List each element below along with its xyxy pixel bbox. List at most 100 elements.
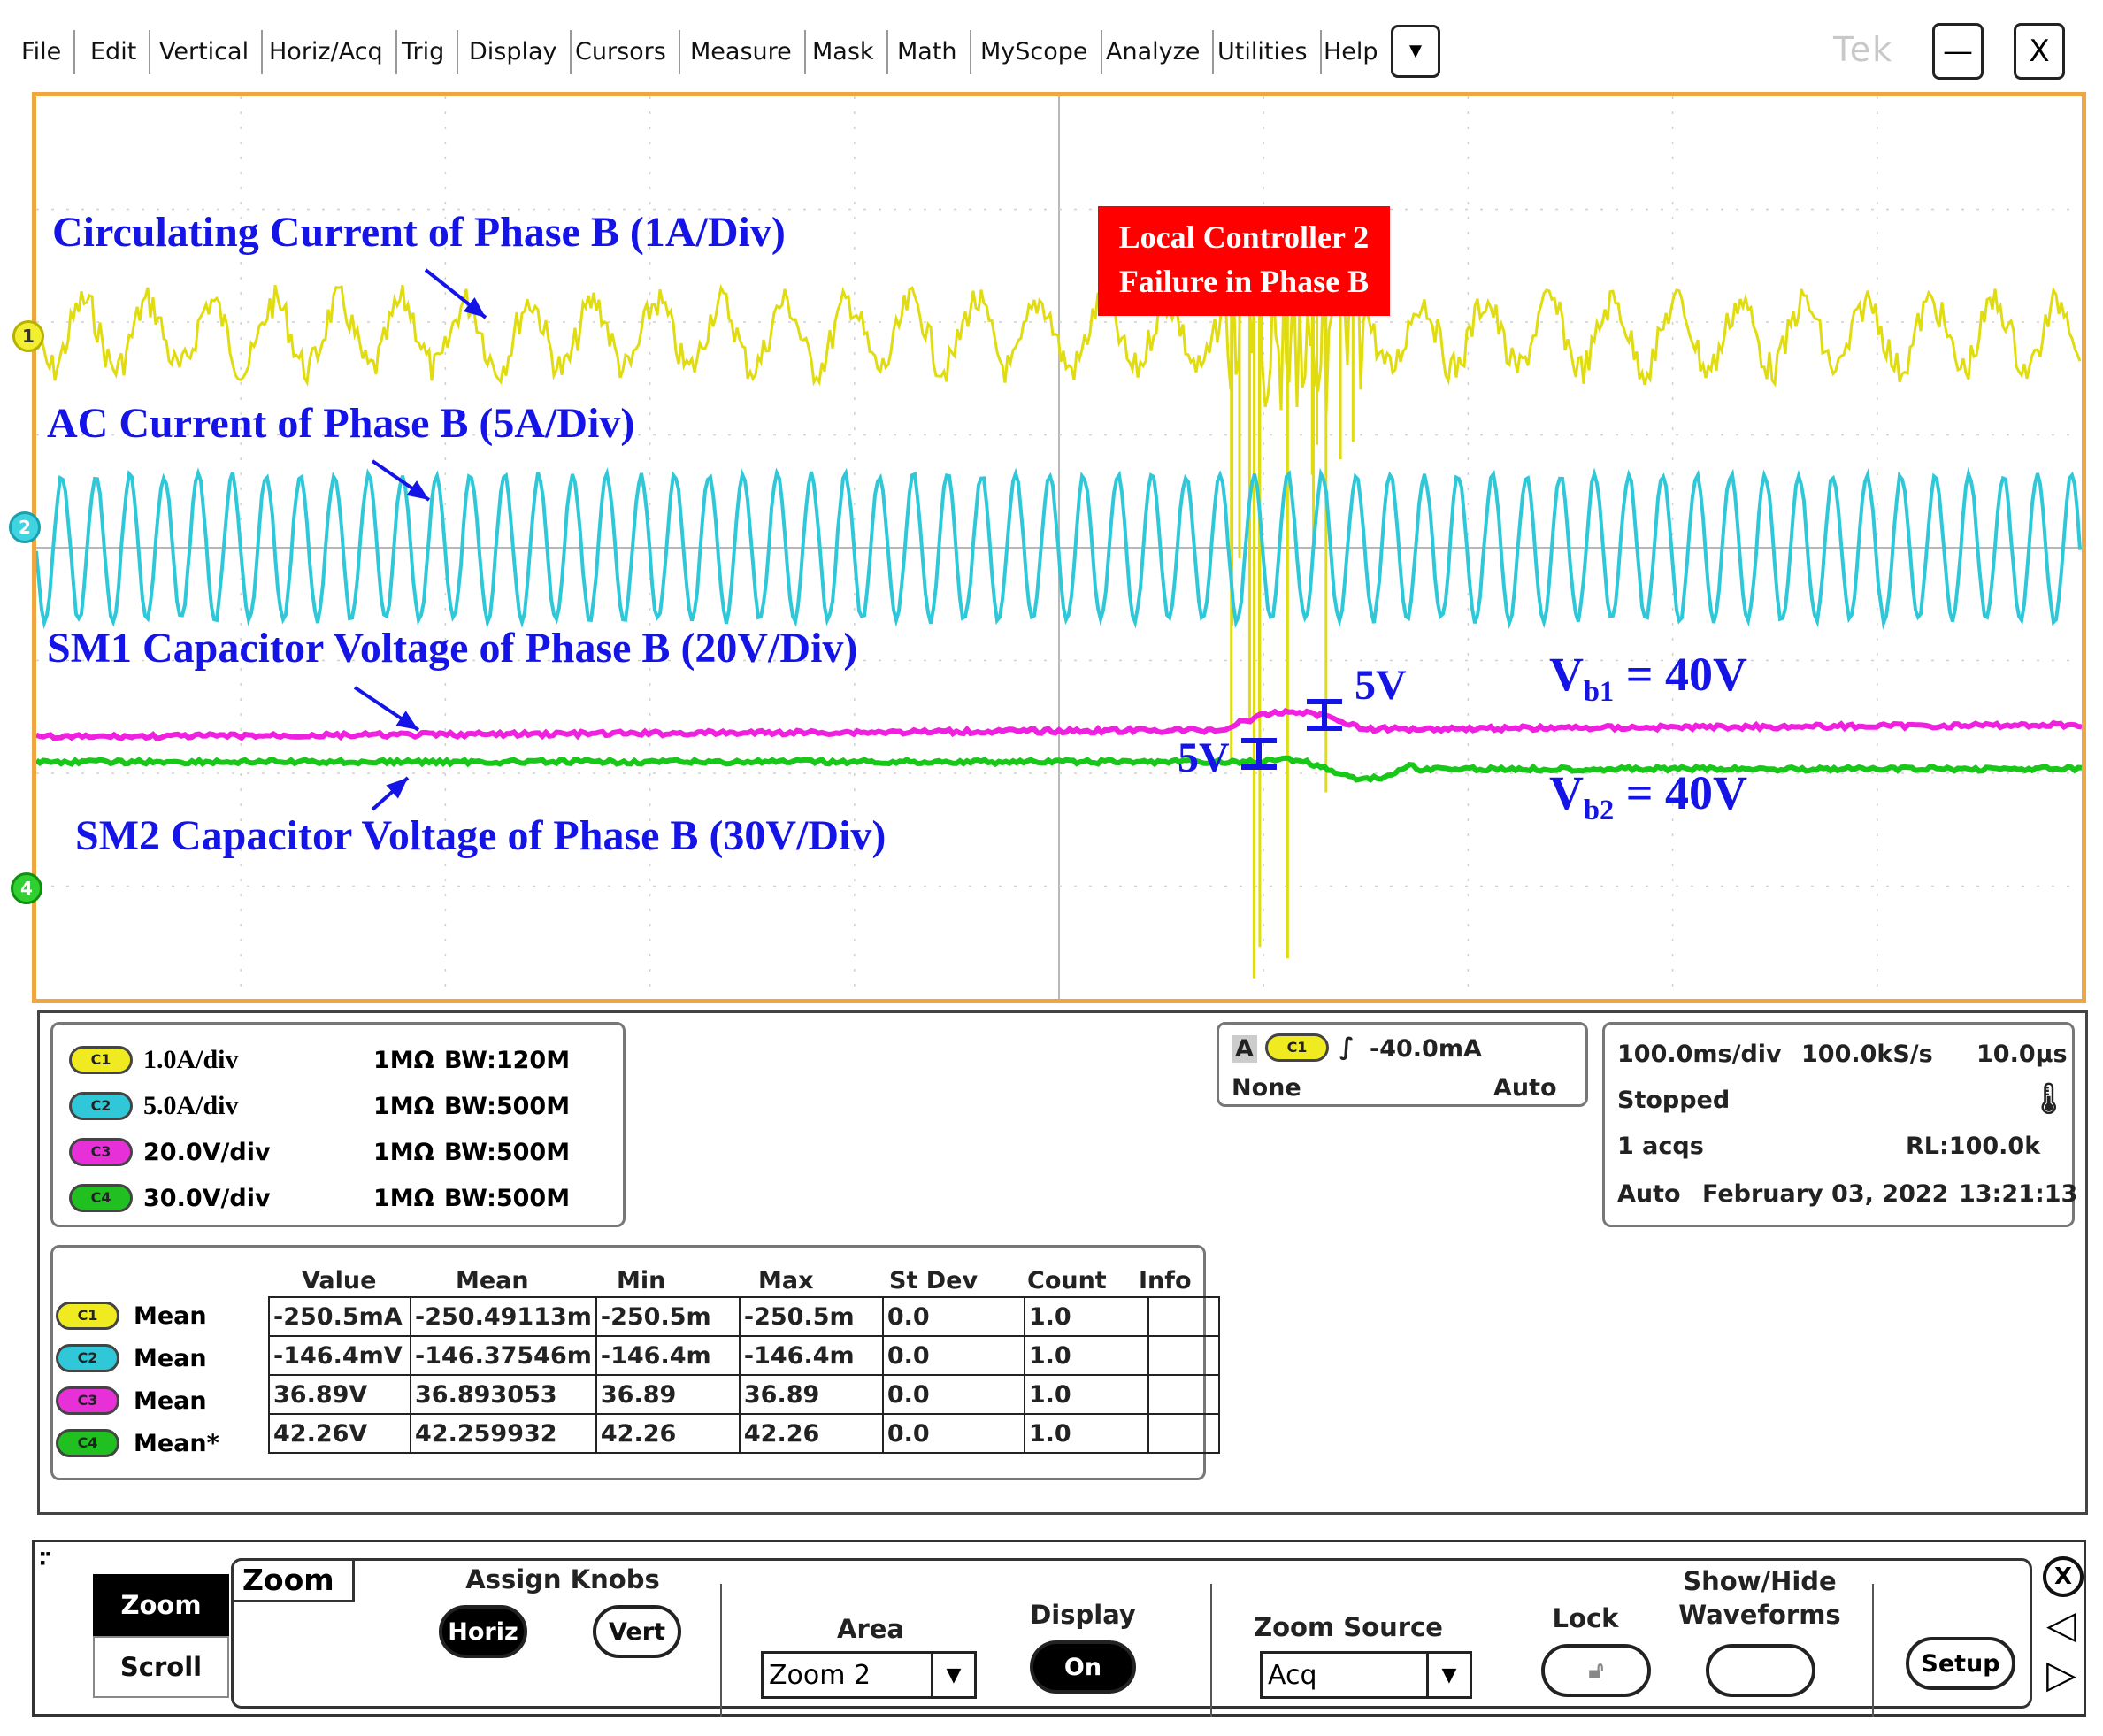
meas-row-label-3[interactable]: C3 Mean: [56, 1381, 207, 1420]
channel-row-2[interactable]: C2 5.0A/div 1MΩ BW:500M: [69, 1088, 570, 1124]
drag-handle-icon[interactable]: ▪▪ ▪: [40, 1545, 51, 1571]
channel-row-3[interactable]: C3 20.0V/div 1MΩ BW:500M: [69, 1134, 570, 1170]
vert-knob-button[interactable]: Vert: [593, 1605, 681, 1658]
meas-ch2-badge: C2: [56, 1344, 119, 1372]
meas-row-label-1[interactable]: C1 Mean: [56, 1296, 207, 1335]
acq-count: 1 acqs: [1617, 1133, 1704, 1160]
arrow-circulating-head: [463, 297, 486, 318]
meas-ch3-label: Mean: [134, 1386, 207, 1415]
minimize-icon: —: [1943, 34, 1973, 69]
menu-vertical[interactable]: Vertical: [147, 30, 264, 74]
failure-label-line2: Failure in Phase B: [1118, 264, 1370, 299]
arrow-sm2-head: [386, 778, 408, 799]
table-cell: [1147, 1335, 1220, 1376]
close-window-button[interactable]: X: [2014, 23, 2065, 80]
menu-display[interactable]: Display: [457, 30, 572, 74]
table-cell: 0.0: [881, 1296, 1025, 1337]
channel-row-4[interactable]: C4 30.0V/div 1MΩ BW:500M: [69, 1180, 570, 1216]
setup-button[interactable]: Setup: [1906, 1637, 2015, 1690]
display-toggle[interactable]: On: [1030, 1640, 1136, 1694]
channel-settings-box: C1 1.0A/div 1MΩ BW:120M C2 5.0A/div 1MΩ …: [50, 1022, 626, 1227]
table-row[interactable]: 42.26V 42.259932 42.26 42.26 0.0 1.0: [268, 1413, 1220, 1454]
vb2-symbol: V: [1549, 766, 1584, 819]
table-cell: 36.893053: [410, 1374, 597, 1415]
show-hide-label-line2: Waveforms: [1678, 1600, 1841, 1630]
ch3-impedance: 1MΩ: [373, 1138, 434, 1166]
ch1-bandwidth: BW:120M: [444, 1047, 570, 1074]
tab-scroll[interactable]: Scroll: [93, 1636, 229, 1698]
meas-row-label-4[interactable]: C4 Mean*: [56, 1424, 219, 1463]
table-cell: 42.26: [595, 1413, 741, 1454]
zoom-panel-title: Zoom: [231, 1558, 355, 1602]
menu-myscope[interactable]: MyScope: [968, 30, 1102, 74]
trigger-coupling: None: [1232, 1074, 1301, 1102]
table-cell: 0.0: [881, 1413, 1025, 1454]
table-cell: 0.0: [881, 1374, 1025, 1415]
menu-math[interactable]: Math: [885, 30, 971, 74]
next-arrow-icon[interactable]: ▷: [2046, 1653, 2076, 1696]
annotation-sm1-voltage: SM1 Capacitor Voltage of Phase B (20V/Di…: [47, 625, 858, 672]
menu-dropdown-button[interactable]: ▼: [1391, 25, 1440, 78]
acq-mode: Auto: [1617, 1180, 1681, 1208]
menu-measure[interactable]: Measure: [678, 30, 806, 74]
table-cell: 1.0: [1023, 1296, 1149, 1337]
ch1-bw-label: BW: [444, 1046, 487, 1074]
meas-header-stdev: St Dev: [889, 1267, 979, 1294]
arrow-sm1-head: [395, 711, 418, 730]
table-row[interactable]: -146.4mV -146.37546m -146.4m -146.4m 0.0…: [268, 1335, 1220, 1376]
table-cell: 42.26: [738, 1413, 884, 1454]
menu-help[interactable]: Help: [1324, 38, 1378, 65]
ch1-trace: [36, 257, 2082, 414]
ch3-bw-value: :500M: [487, 1138, 571, 1166]
zoom-source-select[interactable]: Acq ▼: [1260, 1651, 1472, 1699]
waveform-display[interactable]: Local Controller 2 Failure in Phase B Ci…: [32, 92, 2086, 1003]
horiz-knob-button[interactable]: Horiz: [439, 1605, 527, 1658]
ch2-bw-label: BW: [444, 1092, 487, 1120]
vb1-symbol: V: [1549, 648, 1584, 701]
ch2-scale: 5.0A/div: [143, 1091, 239, 1120]
area-select[interactable]: Zoom 2 ▼: [761, 1651, 977, 1699]
acquisition-box[interactable]: 100.0ms/div 100.0kS/s 10.0μs Stopped 🌡︎ …: [1602, 1022, 2077, 1227]
menu-horiz-acq[interactable]: Horiz/Acq: [257, 30, 397, 74]
close-icon: X: [2053, 1563, 2073, 1590]
menu-trig[interactable]: Trig: [389, 30, 459, 74]
table-row[interactable]: -250.5mA -250.49113m -250.5m -250.5m 0.0…: [268, 1296, 1220, 1337]
ch2-marker[interactable]: 2: [9, 511, 41, 543]
menu-analyze[interactable]: Analyze: [1094, 30, 1215, 74]
minimize-button[interactable]: —: [1932, 23, 1984, 80]
divider: [1872, 1584, 1874, 1717]
ch3-scale: 20.0V/div: [143, 1138, 271, 1166]
ch4-badge: C4: [69, 1184, 133, 1212]
prev-arrow-icon[interactable]: ◁: [2046, 1603, 2076, 1647]
meas-row-label-2[interactable]: C2 Mean: [56, 1339, 207, 1378]
ch1-marker[interactable]: 1: [12, 320, 44, 352]
table-cell: 1.0: [1023, 1413, 1149, 1454]
menu-file[interactable]: File: [9, 30, 76, 74]
trigger-source-badge: C1: [1265, 1033, 1329, 1062]
trigger-box[interactable]: A C1 ∫ -40.0mA None Auto: [1217, 1022, 1588, 1107]
lock-toggle[interactable]: 🔓︎: [1541, 1644, 1651, 1697]
ch4-marker[interactable]: 4: [11, 872, 42, 904]
menu-utilities[interactable]: Utilities: [1205, 30, 1322, 74]
table-row[interactable]: 36.89V 36.893053 36.89 36.89 0.0 1.0: [268, 1374, 1220, 1415]
show-hide-label: Show/Hide Waveforms: [1658, 1564, 1861, 1632]
timebase: 100.0ms/div: [1617, 1041, 1782, 1068]
table-cell: 1.0: [1023, 1335, 1149, 1376]
menu-mask[interactable]: Mask: [800, 30, 888, 74]
close-panel-button[interactable]: X: [2043, 1556, 2084, 1597]
menu-cursors[interactable]: Cursors: [563, 30, 680, 74]
menu-edit[interactable]: Edit: [78, 30, 151, 74]
display-label: Display: [1030, 1600, 1136, 1630]
annotation-circulating-current: Circulating Current of Phase B (1A/Div): [52, 209, 786, 256]
vb1-value: = 40V: [1614, 648, 1747, 701]
ch1-badge: C1: [69, 1046, 133, 1074]
tab-zoom[interactable]: Zoom: [93, 1574, 229, 1636]
annotation-ac-current: AC Current of Phase B (5A/Div): [47, 400, 635, 447]
meas-ch3-badge: C3: [56, 1386, 119, 1415]
ch3-badge: C3: [69, 1138, 133, 1166]
divider: [720, 1584, 722, 1717]
table-cell: 36.89: [595, 1374, 741, 1415]
show-hide-waveforms-toggle[interactable]: [1706, 1644, 1815, 1697]
failure-label: Local Controller 2 Failure in Phase B: [1098, 206, 1390, 316]
channel-row-1[interactable]: C1 1.0A/div 1MΩ BW:120M: [69, 1042, 570, 1078]
